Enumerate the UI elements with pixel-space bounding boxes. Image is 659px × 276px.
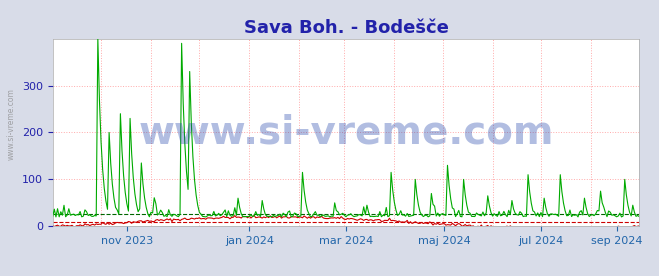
Text: www.si-vreme.com: www.si-vreme.com xyxy=(138,113,554,152)
Text: www.si-vreme.com: www.si-vreme.com xyxy=(7,88,16,160)
Title: Sava Boh. - Bodešče: Sava Boh. - Bodešče xyxy=(244,19,448,37)
